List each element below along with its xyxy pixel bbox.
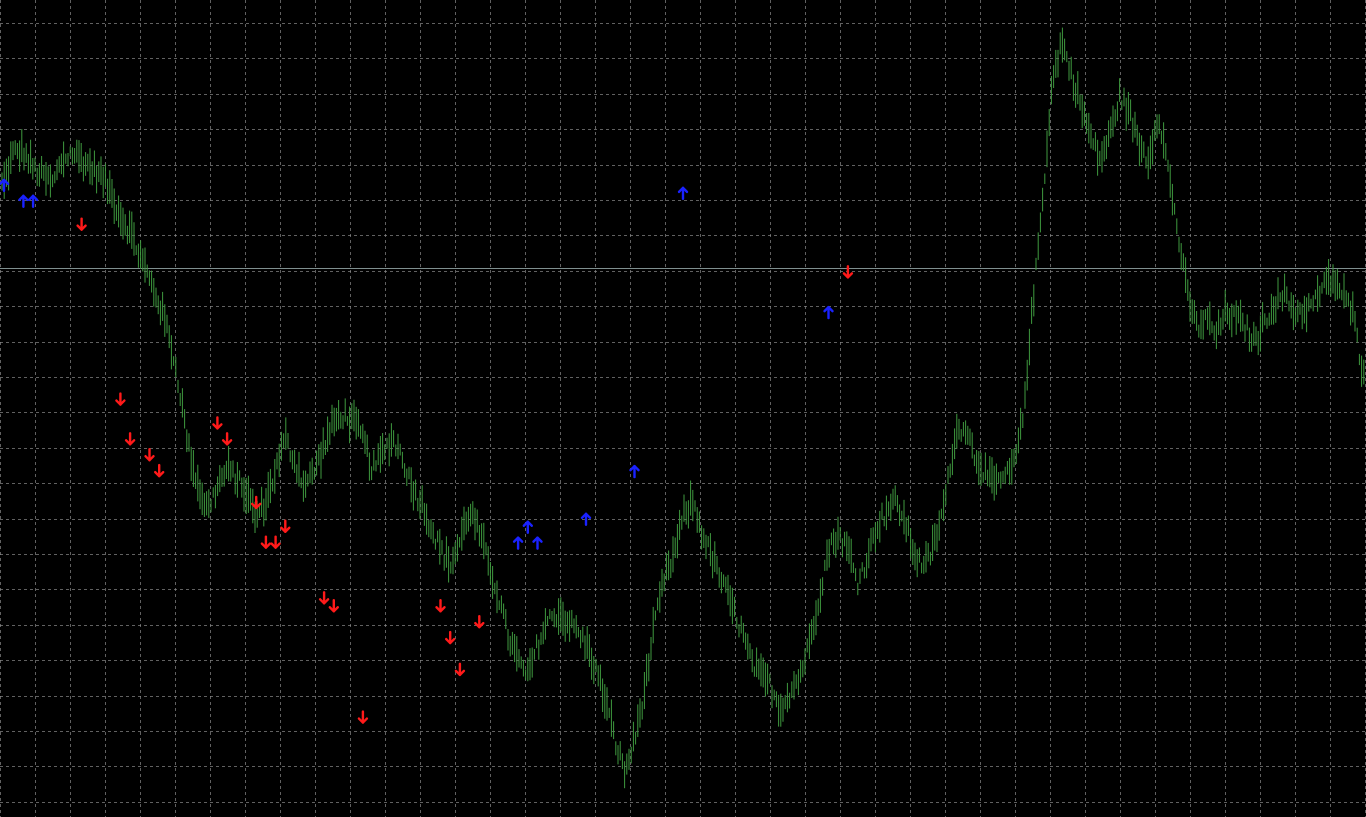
sell-arrow-icon [280, 519, 291, 533]
sell-arrow-icon [212, 416, 223, 430]
sell-arrow-icon [260, 535, 272, 549]
sell-arrow-icon [250, 495, 262, 510]
sell-arrow-icon [445, 630, 456, 645]
buy-arrow-icon [512, 536, 524, 550]
sell-arrow-icon [328, 599, 339, 613]
sell-arrow-icon [115, 392, 126, 406]
sell-arrow-icon [357, 710, 369, 724]
buy-arrow-icon [629, 464, 640, 479]
buy-arrow-icon [18, 194, 29, 209]
sell-arrow-icon [144, 448, 155, 462]
sell-arrow-icon [153, 463, 165, 478]
buy-arrow-icon [823, 305, 834, 320]
price-bars [1, 27, 1365, 789]
buy-arrow-icon [580, 512, 592, 526]
sell-arrow-icon [270, 535, 281, 549]
sell-arrow-icon [76, 217, 87, 231]
sell-arrow-icon [124, 432, 136, 446]
sell-arrow-icon [454, 662, 466, 677]
buy-arrow-icon [27, 194, 39, 209]
sell-arrow-icon [318, 591, 330, 605]
sell-arrow-icon [842, 265, 854, 279]
buy-arrow-icon [532, 536, 543, 550]
buy-arrow-icon [522, 520, 533, 534]
signal-arrows [0, 178, 854, 724]
buy-arrow-icon [677, 186, 689, 201]
buy-arrow-icon [0, 178, 10, 193]
sell-arrow-icon [221, 432, 233, 446]
sell-arrow-icon [474, 614, 485, 629]
sell-arrow-icon [435, 599, 446, 613]
